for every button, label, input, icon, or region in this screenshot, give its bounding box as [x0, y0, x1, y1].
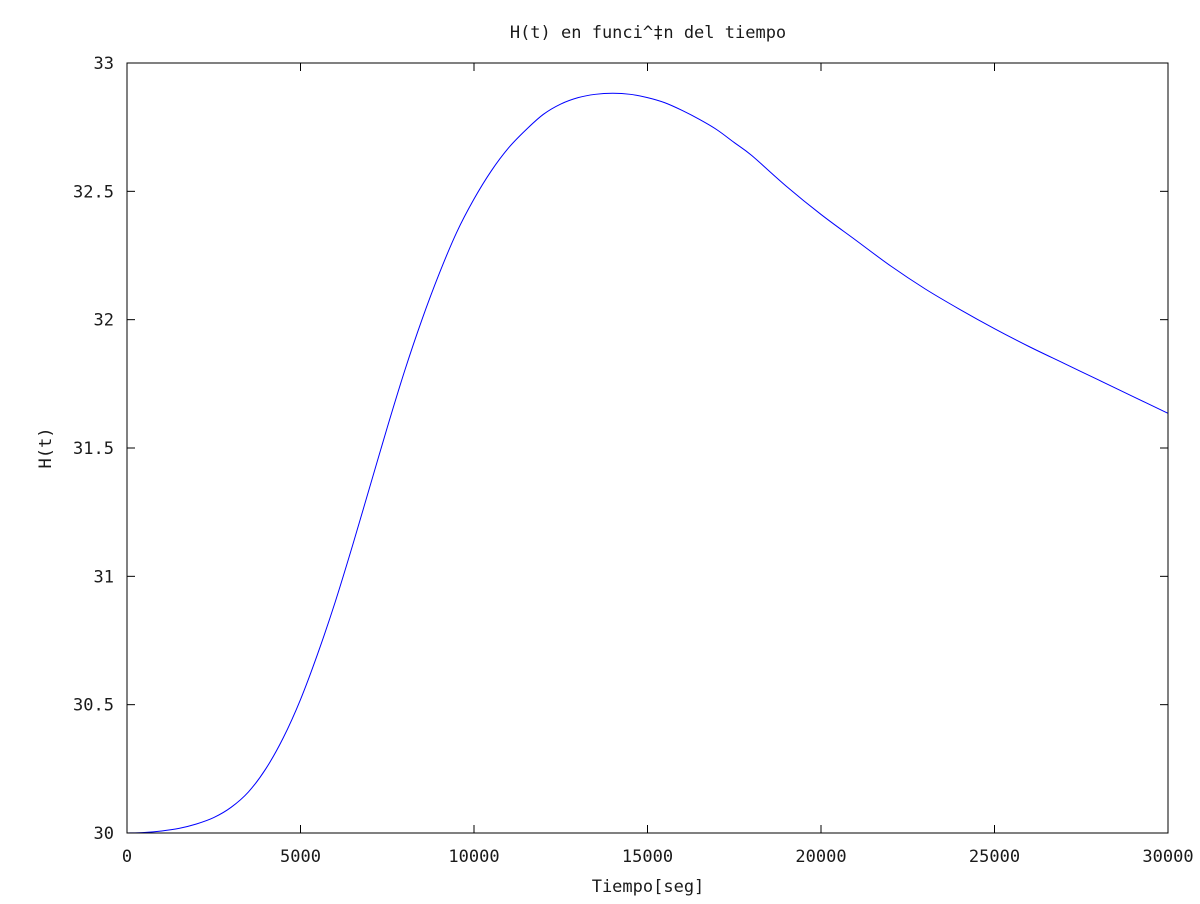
plot-frame — [126, 62, 1169, 834]
y-axis: 30 30.5 31 31.5 32 32.5 33 — [73, 54, 1168, 844]
y-tick-label: 30 — [94, 824, 114, 844]
x-axis-label: Tiempo[seg] — [592, 877, 705, 897]
y-tick-label: 31.5 — [73, 439, 114, 459]
x-tick-label: 20000 — [795, 847, 846, 867]
x-tick-label: 30000 — [1142, 847, 1193, 867]
x-tick-label: 15000 — [622, 847, 673, 867]
x-axis: 0 5000 10000 15000 20000 25000 30000 — [122, 63, 1194, 867]
y-tick-label: 32 — [94, 311, 114, 331]
x-tick-label: 0 — [122, 847, 132, 867]
chart-title: H(t) en funci^‡n del tiempo — [510, 23, 786, 43]
y-tick-label: 32.5 — [73, 182, 114, 202]
y-tick-label: 30.5 — [73, 696, 114, 716]
y-tick-label: 33 — [94, 54, 114, 74]
plot-area — [126, 92, 1169, 834]
x-tick-label: 10000 — [448, 847, 499, 867]
series-line-0 — [126, 92, 1169, 834]
y-tick-label: 31 — [94, 567, 114, 587]
x-tick-label: 5000 — [280, 847, 321, 867]
x-tick-label: 25000 — [969, 847, 1020, 867]
y-axis-label: H(t) — [36, 428, 56, 469]
